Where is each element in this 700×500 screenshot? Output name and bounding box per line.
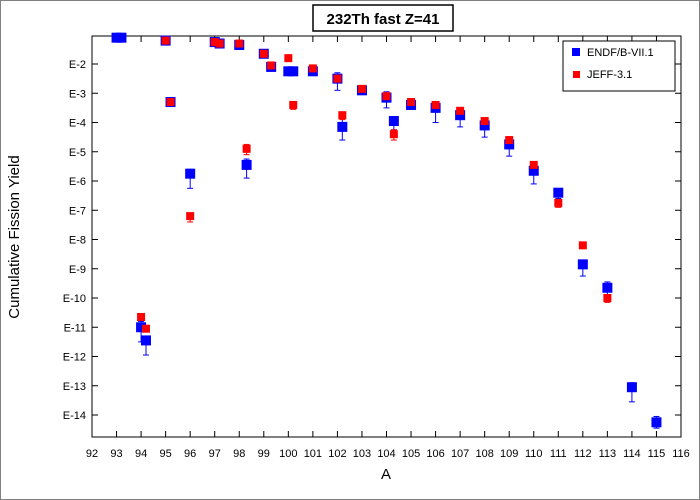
x-tick-label: 95 (160, 448, 172, 460)
x-tick-label: 98 (233, 448, 245, 460)
data-point (241, 159, 252, 170)
x-tick-label: 113 (599, 448, 617, 460)
y-tick-label: E-14 (63, 410, 86, 422)
y-tick-label: E-4 (69, 118, 86, 130)
x-tick-label: 116 (672, 448, 690, 460)
x-tick-label: 97 (209, 448, 221, 460)
y-axis: E-2 E-3 E-4 E-5 E-6 E-7 E-8 E-9 E-10 E-11 E-12 E-13… (63, 59, 681, 422)
y-tick-label: E-12 (63, 352, 86, 364)
data-point (137, 313, 146, 322)
data-point (136, 322, 147, 333)
data-point (338, 111, 347, 120)
x-tick-label: 115 (648, 448, 666, 460)
data-point (185, 168, 196, 179)
data-point (215, 39, 224, 48)
data-point (505, 136, 514, 145)
data-point (407, 98, 416, 107)
data-point (161, 36, 170, 45)
legend-box (562, 40, 676, 92)
data-point (626, 382, 637, 393)
x-tick-label: 114 (623, 448, 641, 460)
data-point (289, 100, 298, 109)
x-tick-label: 109 (500, 448, 518, 460)
data-point (242, 144, 251, 153)
data-point (504, 139, 515, 150)
y-tick-label: E-11 (64, 322, 86, 334)
x-tick-label: 108 (475, 448, 493, 460)
data-point (186, 212, 195, 221)
data-point (166, 98, 175, 107)
y-tick-label: E-2 (69, 59, 86, 71)
x-tick-label: 107 (451, 448, 469, 460)
y-tick-label: E-13 (63, 381, 86, 393)
data-point (333, 74, 342, 83)
data-point (528, 165, 539, 176)
data-point (284, 54, 293, 63)
data-point (382, 92, 391, 101)
y-tick-label: E-7 (69, 205, 86, 217)
data-point (602, 282, 613, 293)
data-point (554, 198, 563, 207)
x-tick-label: 111 (550, 448, 567, 460)
x-tick-label: 105 (402, 448, 420, 460)
data-point (259, 49, 268, 58)
data-point (455, 110, 466, 121)
x-tick-label: 102 (328, 448, 346, 460)
data-point (337, 121, 348, 132)
data-point (267, 61, 276, 70)
data-point (479, 120, 490, 131)
y-tick-label: E-9 (69, 264, 86, 276)
legend-marker-jeff (573, 71, 580, 78)
legend-label-endf: ENDF/B-VII.1 (587, 47, 654, 59)
legend-marker-endf (572, 48, 580, 56)
x-tick-label: 112 (574, 448, 592, 460)
x-tick-label: 96 (184, 448, 196, 460)
data-point (210, 38, 219, 47)
x-tick-label: 92 (86, 448, 98, 460)
data-point (116, 32, 127, 43)
data-series (111, 32, 662, 429)
x-tick-label: 93 (110, 448, 122, 460)
y-axis-title: Cumulative Fission Yield (6, 155, 23, 318)
data-point (529, 160, 538, 169)
x-tick-label: 100 (279, 448, 297, 460)
x-tick-label: 99 (258, 448, 270, 460)
x-axis: 92 93 94 95 96 97 98 99 100 101 102 103 104 105 106 107… (86, 36, 690, 460)
data-point (288, 66, 299, 77)
chart-title: 232Th fast Z=41 (327, 11, 440, 28)
x-axis-title: A (381, 466, 391, 483)
chart-title-box (312, 4, 454, 32)
y-tick-label: E-3 (69, 88, 86, 100)
legend-label-jeff: JEFF-3.1 (587, 69, 632, 81)
x-tick-label: 103 (353, 448, 371, 460)
data-point (578, 241, 587, 250)
legend: ENDF/B-VII.1 JEFF-3.1 (562, 40, 676, 92)
data-point (431, 100, 440, 109)
y-tick-label: E-10 (63, 293, 86, 305)
data-point (456, 106, 465, 115)
y-tick-label: E-8 (69, 235, 86, 247)
data-point (308, 64, 317, 73)
data-point (603, 294, 612, 302)
x-tick-label: 104 (377, 448, 395, 460)
data-point (480, 117, 489, 126)
y-tick-label: E-6 (69, 176, 86, 188)
data-point (357, 84, 366, 93)
x-tick-label: 101 (304, 448, 322, 460)
data-point (235, 39, 244, 48)
data-point (389, 130, 398, 139)
data-point (577, 259, 588, 270)
data-point (553, 187, 564, 198)
x-tick-label: 110 (525, 448, 543, 460)
series-jeff (137, 36, 612, 333)
y-tick-label: E-5 (69, 147, 86, 159)
data-point (141, 324, 150, 333)
data-point (651, 417, 662, 428)
data-point (388, 116, 399, 127)
x-tick-label: 94 (135, 448, 147, 460)
x-tick-label: 106 (426, 448, 444, 460)
data-point (140, 335, 151, 346)
